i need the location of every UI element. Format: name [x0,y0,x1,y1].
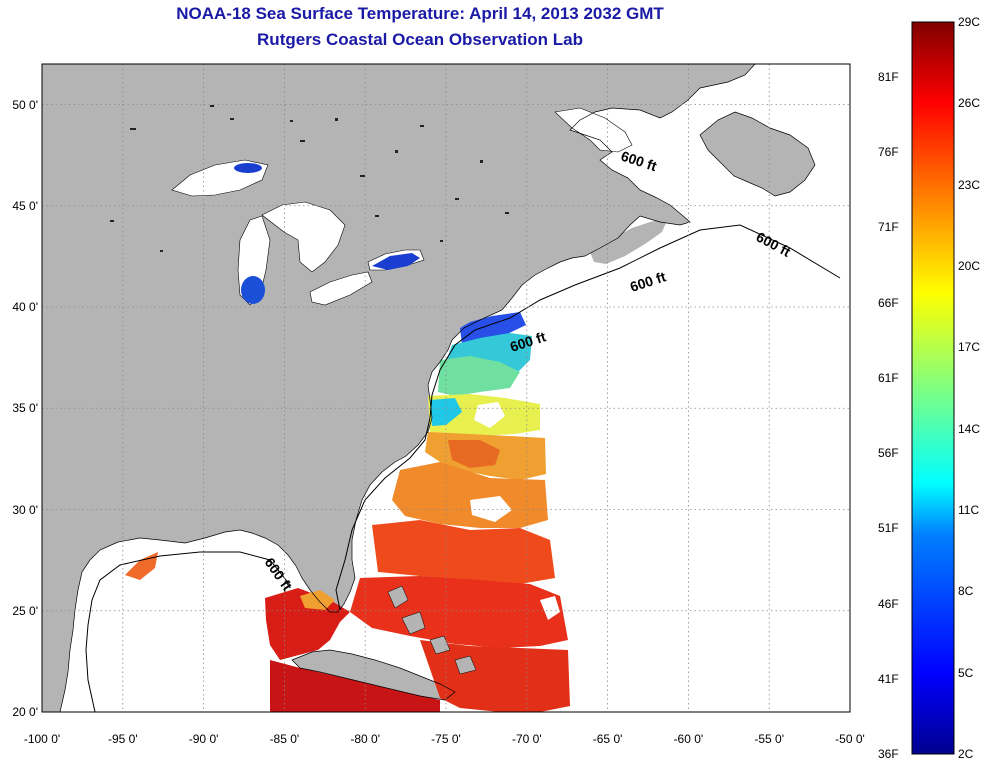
y-tick-label: 30 0' [12,502,38,517]
inland-lakes [110,105,509,252]
y-tick-label: 35 0' [12,401,38,416]
y-tick-label: 45 0' [12,198,38,213]
colorbar-celsius-label: 20C [958,259,981,273]
x-tick-label: -95 0' [107,732,138,746]
colorbar-celsius-label: 17C [958,340,981,355]
colorbar-celsius-label: 14C [958,421,981,436]
land-cuba [292,650,455,700]
coastline-newfoundland [699,111,816,197]
x-tick-label: -55 0' [754,732,785,746]
colorbar-celsius-label: 8C [958,584,974,599]
land-bahamas [387,585,477,675]
colorbar-fahrenheit-label: 76F [878,145,899,160]
x-tick-label: -100 0' [23,732,61,746]
x-tick-label: -70 0' [511,732,542,746]
colorbar-fahrenheit-label: 56F [878,446,899,461]
x-tick-label: -80 0' [350,732,381,746]
isobath-600ft [335,224,841,611]
x-tick-label: -65 0' [592,732,623,746]
y-tick-label: 25 0' [12,603,38,618]
x-tick-label: -75 0' [431,732,461,746]
graticule [42,64,850,712]
colorbar-fahrenheit-label: 41F [878,671,899,686]
colorbar-celsius-label: 26C [958,96,981,111]
y-tick-label: 20 0' [12,705,38,719]
colorbar-fahrenheit-label: 36F [878,747,899,761]
x-tick-label: -60 0' [673,732,704,746]
land-nova-scotia [590,218,668,264]
x-tick-label: -85 0' [269,732,300,746]
coastline-cuba [291,649,456,701]
colorbar-fahrenheit-label: 71F [878,220,899,235]
map-subtitle: Rutgers Coastal Ocean Observation Lab [257,30,583,49]
colorbar-celsius-label: 5C [958,665,974,680]
isobath-600ft-gulf [85,551,291,712]
land-north-america [42,64,755,712]
y-tick-label: 40 0' [12,300,38,314]
colorbar-celsius-label: 29C [958,15,981,29]
colorbar [911,21,955,755]
colorbar-fahrenheit-label: 81F [878,70,899,84]
colorbar-celsius-label: 2C [958,747,974,761]
colorbar-fahrenheit-label: 61F [878,370,899,385]
x-tick-label: -50 0' [835,732,865,746]
colorbar-celsius-label: 23C [958,177,981,192]
y-tick-label: 50 0' [12,97,38,112]
colorbar-fahrenheit-label: 46F [878,596,899,611]
colorbar-celsius-label: 11C [958,503,980,517]
lake-superior-sst [234,163,262,173]
colorbar-fahrenheit-label: 51F [878,521,899,536]
x-tick-label: -90 0' [188,732,219,746]
land-newfoundland [700,112,815,196]
map-frame [41,63,851,713]
lake-michigan-sst [241,276,265,304]
lake-ontario-sst [372,253,420,270]
coastline [59,64,756,712]
colorbar-fahrenheit-label: 66F [878,295,899,310]
map-title: NOAA-18 Sea Surface Temperature: April 1… [176,4,664,23]
